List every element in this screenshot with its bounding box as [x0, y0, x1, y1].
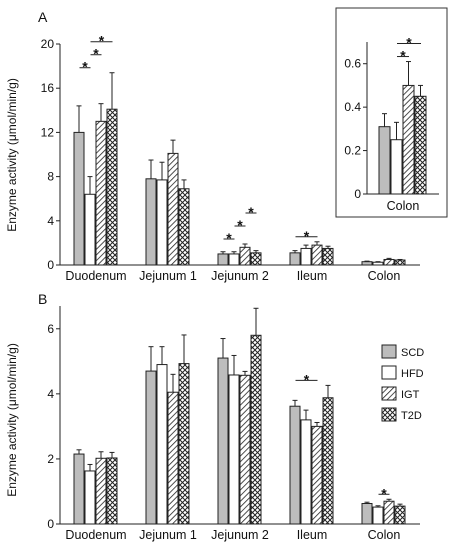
y-tick-label: 12	[41, 125, 55, 139]
significance-star: *	[304, 371, 310, 387]
bar-t2d	[414, 95, 427, 195]
bar-igt	[95, 457, 107, 525]
y-tick-label: 0	[47, 258, 54, 272]
category-label: Colon	[368, 269, 401, 283]
y-tick-label: 16	[41, 81, 55, 95]
bar-hfd	[228, 374, 240, 525]
bar-hfd	[228, 253, 240, 266]
y-tick-label: 0	[47, 517, 54, 531]
bar-t2d	[394, 505, 406, 525]
significance-star: *	[99, 33, 105, 49]
bar-scd	[378, 126, 391, 195]
category-label: Jejunum 1	[139, 269, 197, 283]
bar-igt	[383, 500, 395, 525]
bar-hfd	[300, 419, 312, 525]
bar-igt	[402, 84, 415, 195]
bar-t2d	[106, 108, 118, 266]
legend-label-igt: IGT	[401, 389, 420, 401]
y-tick-label: 6	[47, 322, 54, 336]
significance-star: *	[304, 228, 310, 244]
bar-scd	[145, 370, 157, 525]
bar-hfd	[372, 506, 384, 525]
bar-hfd	[156, 364, 168, 525]
category-label: Jejunum 2	[211, 269, 269, 283]
legend-swatch-hfd	[381, 365, 397, 380]
bar-igt	[311, 244, 323, 266]
panel-b-ylabel: Enzyme activity (μmol/min/g)	[5, 343, 19, 497]
legend-swatch-t2d	[381, 407, 397, 422]
panel-a-chart: 0 4 8 12 16 20 Duodenum Jejunum 1 Jejunum 2 Ileum…	[41, 33, 420, 283]
bar-scd	[217, 253, 229, 266]
bar-hfd	[84, 193, 96, 266]
y-tick-label: 20	[41, 37, 55, 51]
bar-hfd	[300, 247, 312, 266]
bar-scd	[73, 131, 85, 266]
bar-t2d	[250, 252, 262, 266]
y-tick-label: 4	[47, 214, 54, 228]
panel-a-ylabel: Enzyme activity (μmol/min/g)	[5, 78, 19, 232]
bar-scd	[289, 405, 301, 525]
bar-igt	[239, 374, 251, 525]
y-tick-label: 4	[47, 387, 54, 401]
significance-star: *	[406, 35, 412, 51]
category-label: Duodenum	[65, 269, 126, 283]
bar-igt	[383, 258, 395, 266]
category-label: Duodenum	[65, 528, 126, 542]
bar-hfd	[372, 261, 384, 266]
legend-swatch-igt	[381, 386, 397, 401]
bar-t2d	[322, 247, 334, 266]
significance-star: *	[381, 485, 387, 501]
y-tick-label: 0.2	[344, 144, 361, 158]
bar-igt	[95, 120, 107, 266]
significance-star: *	[237, 217, 243, 233]
bar-igt	[167, 152, 179, 266]
y-tick-label: 0.4	[344, 100, 361, 114]
bar-scd	[289, 252, 301, 266]
category-label: Ileum	[297, 269, 328, 283]
y-tick-label: 0	[354, 187, 361, 201]
bar-scd	[217, 357, 229, 525]
category-label: Ileum	[297, 528, 328, 542]
y-tick-label: 8	[47, 170, 54, 184]
inset-category-label: Colon	[387, 199, 420, 213]
bar-t2d	[394, 259, 406, 266]
legend-label-scd: SCD	[401, 347, 424, 359]
bar-scd	[73, 453, 85, 525]
panel-a-letter: A	[38, 9, 48, 25]
bar-t2d	[250, 334, 262, 525]
significance-star: *	[226, 230, 232, 246]
bar-hfd	[390, 139, 403, 195]
bar-scd	[361, 261, 373, 266]
legend: SCD HFD IGT T2D	[381, 344, 424, 422]
bar-t2d	[178, 188, 190, 266]
bar-igt	[311, 425, 323, 525]
significance-star: *	[248, 204, 254, 220]
category-label: Jejunum 1	[139, 528, 197, 542]
significance-star: *	[93, 46, 99, 62]
category-label: Jejunum 2	[211, 528, 269, 542]
bar-scd	[361, 503, 373, 525]
bar-igt	[239, 246, 251, 266]
bar-hfd	[156, 179, 168, 266]
category-label: Colon	[368, 528, 401, 542]
panel-b-letter: B	[38, 291, 47, 307]
bar-scd	[145, 178, 157, 266]
bar-hfd	[84, 470, 96, 525]
significance-star: *	[400, 48, 406, 64]
y-tick-label: 2	[47, 452, 54, 466]
legend-label-t2d: T2D	[401, 410, 422, 422]
legend-label-hfd: HFD	[401, 368, 424, 380]
panel-a-inset-chart: 0 0.2 0.4 0.6 ** Colon	[335, 7, 448, 218]
bar-t2d	[106, 457, 118, 525]
y-tick-label: 0.6	[344, 57, 361, 71]
bar-igt	[167, 391, 179, 525]
panel-b-chart: 0 2 4 6 Duodenum Jejunum 1 Jejunum 2 Ileum Colon…	[47, 306, 420, 542]
significance-star: *	[82, 59, 88, 75]
legend-swatch-scd	[381, 344, 397, 359]
bar-t2d	[178, 363, 190, 525]
bar-t2d	[322, 397, 334, 525]
